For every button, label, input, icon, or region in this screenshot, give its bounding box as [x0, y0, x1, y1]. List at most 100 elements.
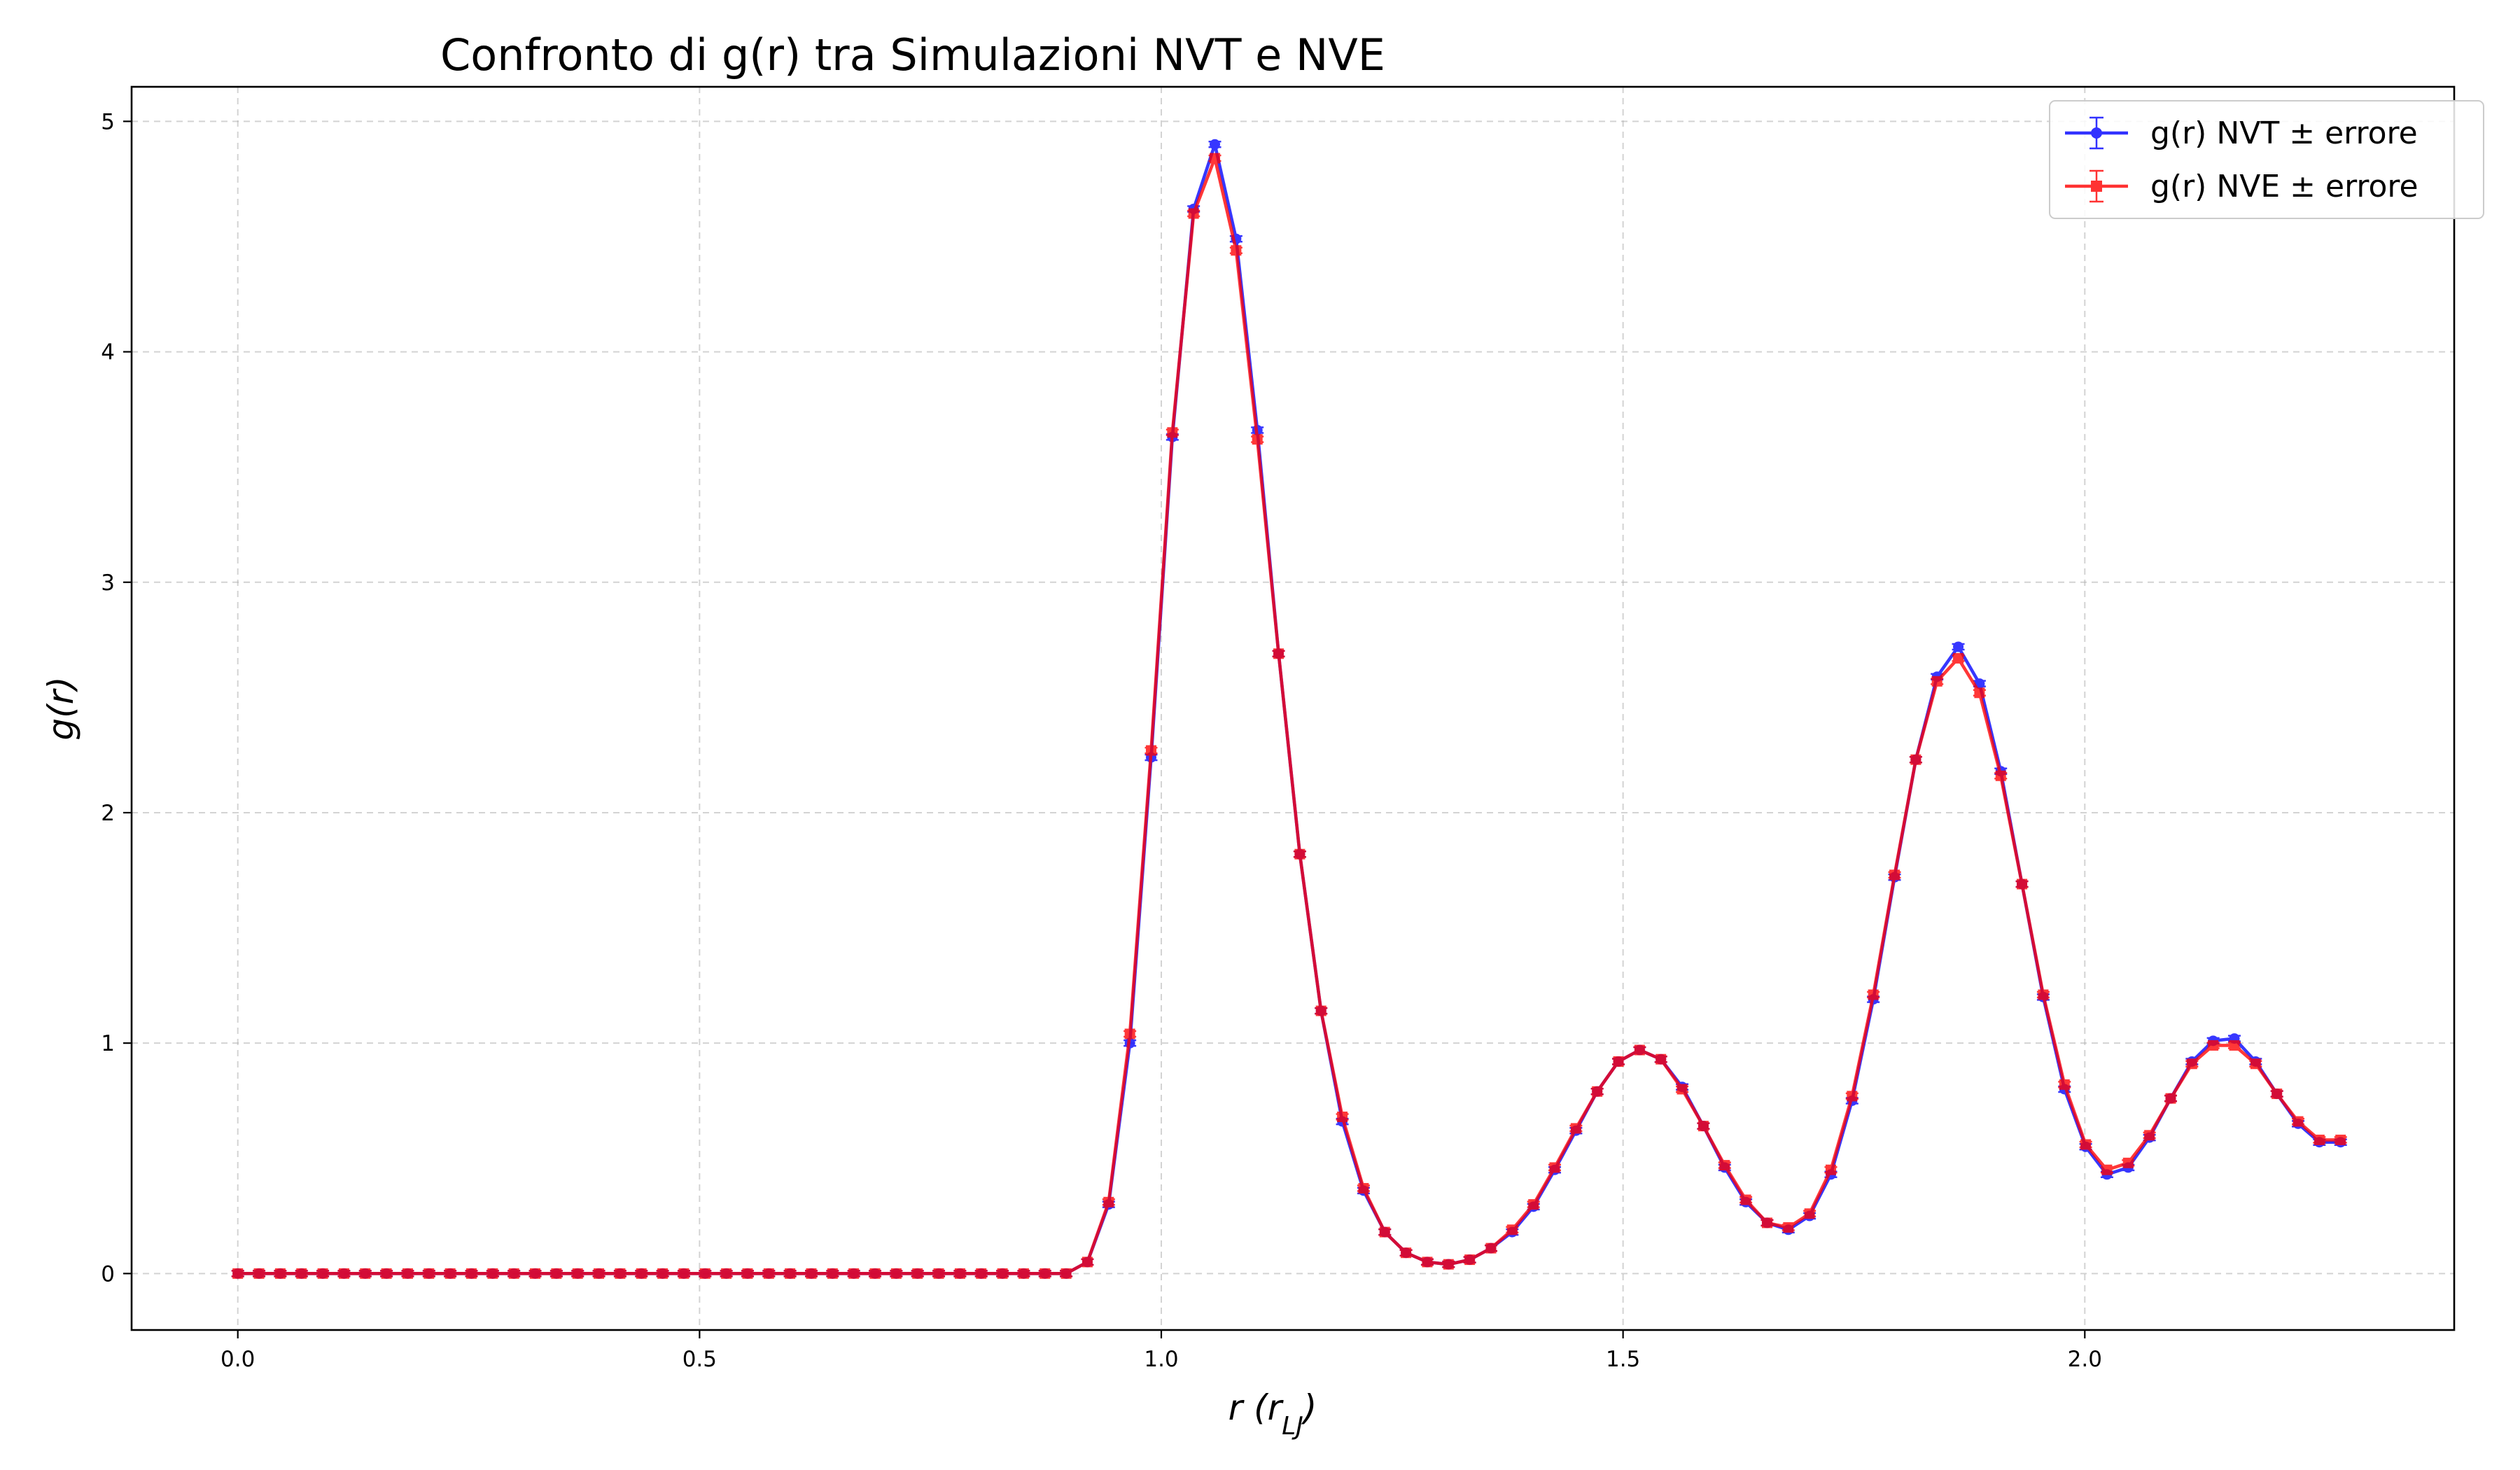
- series-nve: [231, 153, 2347, 1279]
- series-nve-point: [1167, 427, 1178, 438]
- series-nve-point: [1592, 1086, 1603, 1097]
- series-nve-point: [530, 1268, 541, 1279]
- series-nve-point: [699, 1268, 710, 1279]
- x-axis-label-subscript: LJ: [1282, 1412, 1303, 1441]
- series-nve-point: [594, 1268, 605, 1279]
- series-nve-point: [1931, 676, 1942, 687]
- series-nve-point: [1294, 848, 1306, 860]
- x-tick-label: 0.0: [220, 1347, 255, 1372]
- series-nve-point: [360, 1268, 371, 1279]
- series-nve-point: [2292, 1116, 2304, 1127]
- series-nve-point: [1804, 1208, 1815, 1219]
- series-nve-point: [508, 1268, 519, 1279]
- series-nve-point: [785, 1268, 796, 1279]
- series-nve-point: [424, 1268, 435, 1279]
- series-nve-point: [2186, 1058, 2197, 1070]
- series-nvt-point: [1210, 139, 1221, 150]
- series-nve-point: [1995, 770, 2006, 781]
- series-nve-point: [678, 1268, 690, 1279]
- series-nve-point: [402, 1268, 413, 1279]
- series-nve-point: [232, 1268, 244, 1279]
- chart-title: Confronto di g(r) tra Simulazioni NVT e …: [440, 29, 1385, 80]
- series-nve-point: [1676, 1084, 1688, 1095]
- axis-ticks: 0.0 0.5 1.0 1.5 2.0 0 1 2 3 4 5: [101, 109, 2102, 1372]
- series-nve-point: [636, 1268, 647, 1279]
- series-nve-point: [1868, 989, 1879, 1000]
- series-nve-point: [869, 1268, 881, 1279]
- y-tick-label: 1: [101, 1031, 115, 1056]
- series-nve-point: [1273, 648, 1284, 659]
- series-nve-point: [1719, 1160, 1730, 1171]
- series-nve-point: [2250, 1058, 2261, 1070]
- series-nve-point: [1570, 1123, 1581, 1134]
- series-nve-point: [1040, 1268, 1051, 1279]
- series-nve-point: [1188, 208, 1199, 219]
- series-nve-point: [2272, 1088, 2283, 1100]
- y-tick-label: 4: [101, 340, 115, 365]
- series-nve-point: [1443, 1259, 1454, 1270]
- series-nve-point: [615, 1268, 626, 1279]
- series-nve-point: [657, 1268, 668, 1279]
- series-nve-point: [296, 1268, 307, 1279]
- x-axis-label-close: ): [1301, 1387, 1317, 1428]
- series-nve-point: [976, 1268, 987, 1279]
- series-nve-point: [721, 1268, 732, 1279]
- legend-entry-nve: [2065, 169, 2128, 203]
- series-nve-point: [1761, 1217, 1772, 1228]
- series-layer: [231, 139, 2347, 1279]
- series-nve-point: [317, 1268, 328, 1279]
- series-nve-point: [997, 1268, 1008, 1279]
- series-nve-point: [1379, 1226, 1390, 1238]
- series-nve-point: [1018, 1268, 1029, 1279]
- series-nve-point: [487, 1268, 498, 1279]
- series-nve-point: [253, 1268, 265, 1279]
- series-nve-point: [1422, 1256, 1433, 1268]
- legend-entry-nve-marker: [2091, 181, 2102, 192]
- series-nve-point: [381, 1268, 392, 1279]
- series-nve-point: [1549, 1162, 1560, 1173]
- series-nve-point: [1358, 1183, 1369, 1194]
- series-nve-line: [237, 156, 2341, 1275]
- series-nve-point: [274, 1268, 286, 1279]
- series-nve-point: [954, 1268, 965, 1279]
- series-nve-point: [763, 1268, 774, 1279]
- y-tick-label: 3: [101, 570, 115, 596]
- legend-entry-nvt: [2065, 116, 2128, 150]
- series-nve-point: [1953, 652, 1964, 664]
- x-tick-label: 1.5: [1606, 1347, 1640, 1372]
- x-axis-label-main: r (r: [1228, 1387, 1284, 1428]
- series-nve-point: [2335, 1134, 2346, 1145]
- series-nve-point: [2229, 1040, 2240, 1051]
- legend: g(r) NVT ± errore g(r) NVE ± errore: [2049, 100, 2484, 219]
- series-nve-point: [1613, 1056, 1624, 1067]
- y-axis-label: g(r): [41, 676, 81, 740]
- legend-entry-nvt-marker: [2091, 127, 2102, 139]
- series-nve-point: [551, 1268, 562, 1279]
- series-nve-point: [1060, 1268, 1072, 1279]
- series-nve-point: [1145, 745, 1156, 756]
- series-nve-point: [1889, 869, 1900, 881]
- x-tick-label: 2.0: [2068, 1347, 2102, 1372]
- series-nve-point: [742, 1268, 753, 1279]
- series-nve-point: [1231, 245, 1242, 256]
- series-nve-point: [827, 1268, 838, 1279]
- series-nve-point: [1634, 1044, 1645, 1056]
- series-nve-point: [1656, 1054, 1667, 1065]
- plot-frame: [130, 85, 2456, 1331]
- series-nve-point: [2144, 1130, 2155, 1141]
- series-nve-point: [1825, 1164, 1836, 1175]
- series-nve-point: [2017, 878, 2028, 890]
- series-nve-point: [848, 1268, 860, 1279]
- series-nve-point: [1210, 153, 1221, 164]
- series-nve-point: [806, 1268, 817, 1279]
- series-nve-point: [1252, 434, 1263, 445]
- series-nve-point: [890, 1268, 902, 1279]
- series-nve-point: [444, 1268, 456, 1279]
- series-nve-point: [1315, 1005, 1326, 1016]
- y-tick-label: 5: [101, 109, 115, 134]
- series-nve-point: [1464, 1254, 1476, 1266]
- series-nvt-point: [1953, 641, 1964, 652]
- series-nve-point: [1506, 1224, 1518, 1236]
